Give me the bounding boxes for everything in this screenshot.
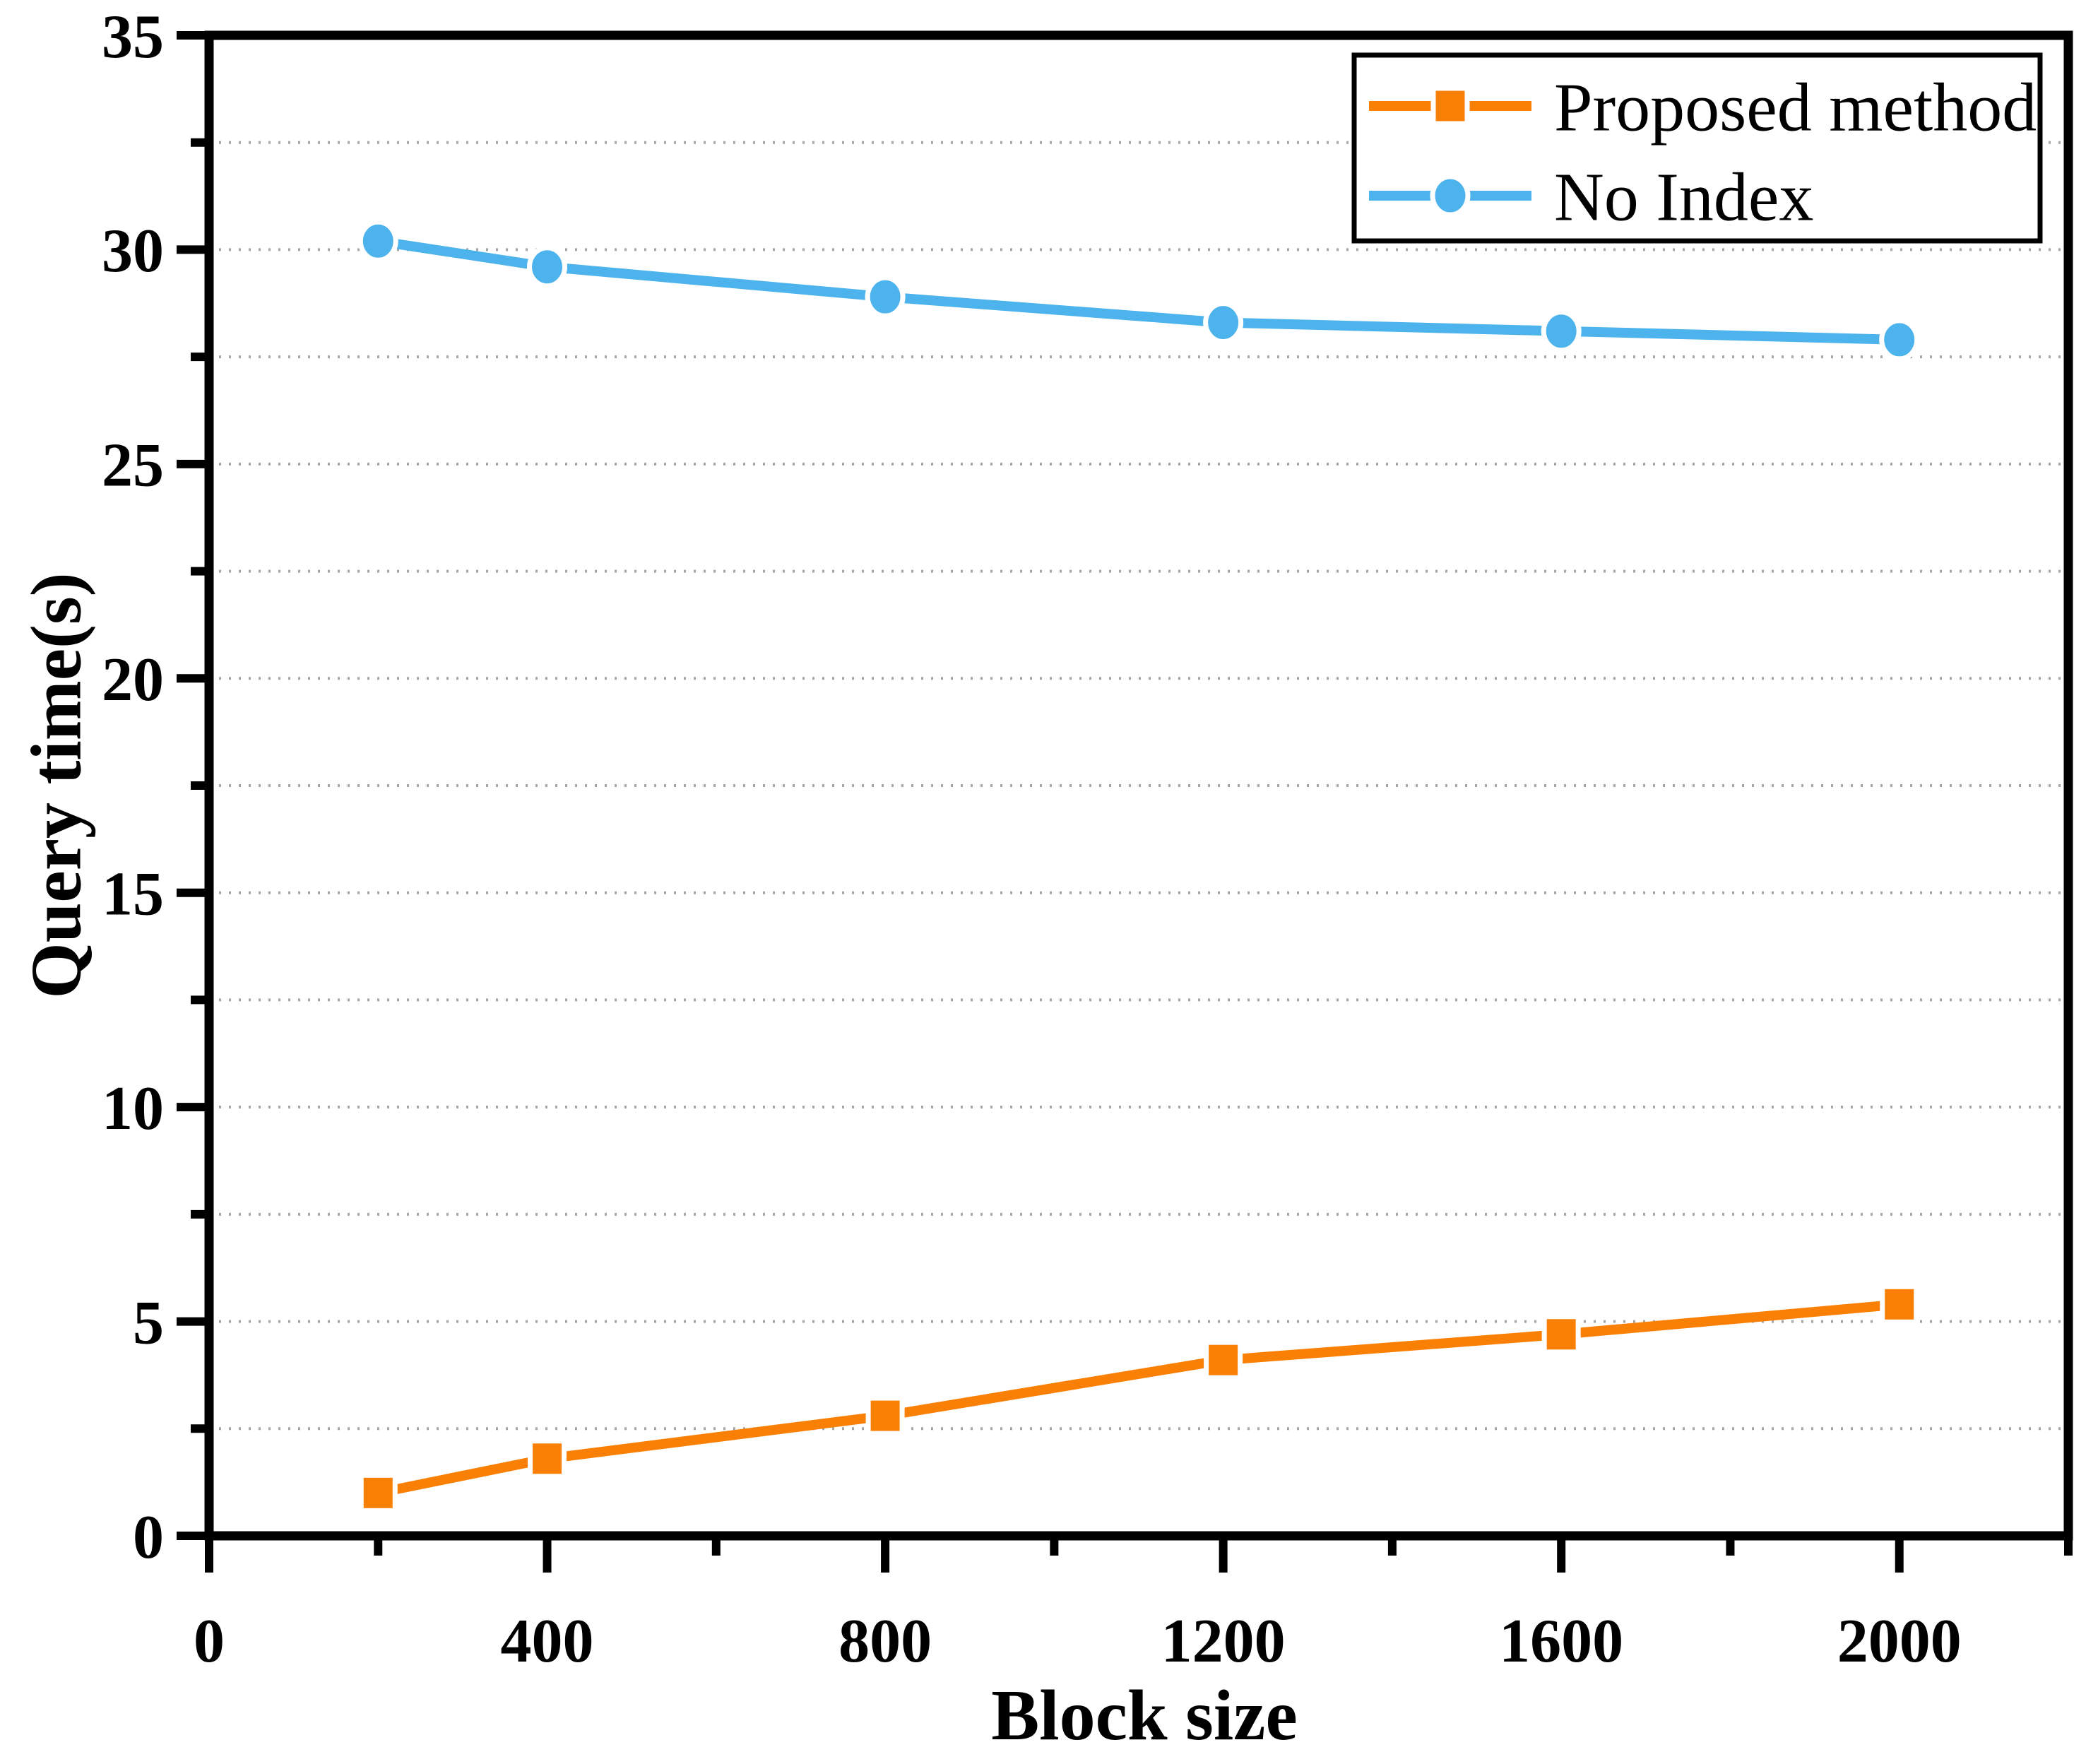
gridlines <box>209 141 2068 1431</box>
x-axis-title: Block size <box>991 1676 1297 1756</box>
data-point-marker-proposed-method <box>865 1395 905 1436</box>
series-no-index <box>357 219 1920 362</box>
y-tick-label: 15 <box>102 860 164 929</box>
series-layer <box>357 219 1920 1513</box>
y-tick-label: 10 <box>102 1075 164 1143</box>
x-tick-label: 2000 <box>1837 1607 1962 1676</box>
y-tick-label: 35 <box>102 3 164 71</box>
data-point-marker-no-index <box>527 245 568 289</box>
y-tick-label: 0 <box>133 1503 164 1572</box>
legend: Proposed method No Index <box>1351 52 2043 244</box>
x-tick-label: 1200 <box>1161 1607 1286 1676</box>
legend-sample-marker-proposed-method <box>1430 85 1470 126</box>
data-point-marker-no-index <box>357 219 398 263</box>
y-tick-label: 30 <box>102 217 164 285</box>
y-tick-label: 20 <box>102 646 164 714</box>
data-point-marker-no-index <box>1879 318 1920 362</box>
x-tick-label: 400 <box>501 1607 594 1676</box>
x-tick-label: 1600 <box>1499 1607 1623 1676</box>
data-point-marker-proposed-method <box>1880 1284 1919 1325</box>
series-line-no-index <box>373 236 1904 345</box>
series-line-proposed-method <box>373 1299 1904 1498</box>
data-point-marker-no-index <box>1203 301 1244 345</box>
series-proposed-method <box>358 1284 1919 1513</box>
legend-label-no-index: No Index <box>1554 159 1813 235</box>
y-tick-label: 25 <box>102 432 164 500</box>
data-point-marker-no-index <box>1541 309 1582 353</box>
data-point-marker-proposed-method <box>1204 1339 1243 1380</box>
data-point-marker-proposed-method <box>358 1472 398 1513</box>
x-tick-label: 800 <box>838 1607 932 1676</box>
data-point-marker-proposed-method <box>528 1438 567 1479</box>
y-tick-label: 5 <box>133 1289 164 1357</box>
legend-samples <box>1369 85 1531 218</box>
axis-tick-labels: 0 400 800 1200 1600 2000 0 5 10 15 20 25 30 35 <box>102 3 1962 1676</box>
legend-sample-marker-no-index <box>1430 174 1471 218</box>
data-point-marker-no-index <box>865 275 906 319</box>
data-point-marker-proposed-method <box>1541 1314 1581 1355</box>
axis-ticks <box>177 31 2073 1573</box>
y-axis-title: Query time(s) <box>17 572 97 998</box>
x-tick-label: 0 <box>194 1607 225 1676</box>
legend-label-proposed-method: Proposed method <box>1554 69 2037 146</box>
